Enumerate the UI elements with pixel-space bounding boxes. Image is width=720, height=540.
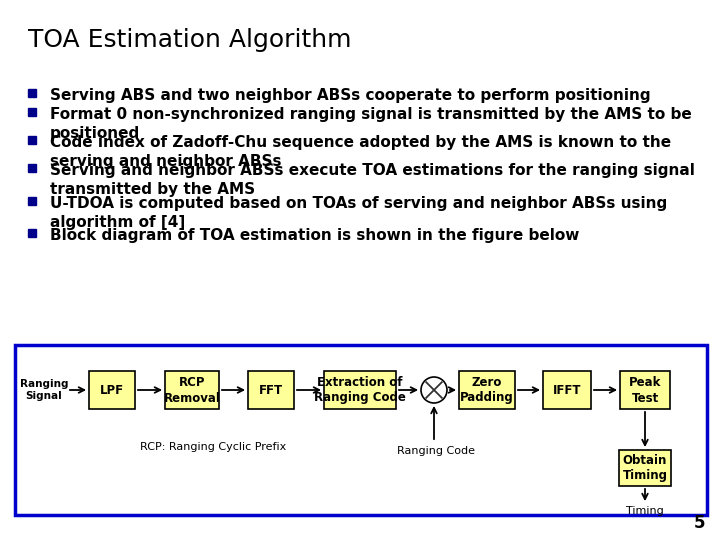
Bar: [620, 371, 670, 409]
Text: Ranging Code: Ranging Code: [397, 446, 475, 456]
Bar: [28, 136, 36, 144]
Bar: [28, 229, 36, 237]
Text: 5: 5: [693, 514, 705, 532]
Text: Format 0 non-synchronized ranging signal is transmitted by the AMS to be
positio: Format 0 non-synchronized ranging signal…: [50, 107, 692, 141]
Bar: [324, 371, 396, 409]
Text: Serving and neighbor ABSs execute TOA estimations for the ranging signal
transmi: Serving and neighbor ABSs execute TOA es…: [50, 163, 695, 197]
Text: TOA Estimation Algorithm: TOA Estimation Algorithm: [28, 28, 351, 52]
Text: Extraction of
Ranging Code: Extraction of Ranging Code: [314, 375, 406, 404]
Bar: [248, 371, 294, 409]
Bar: [28, 89, 36, 97]
Text: RCP
Removal: RCP Removal: [163, 375, 220, 404]
Bar: [15, 345, 707, 515]
Text: Timing: Timing: [626, 506, 664, 516]
Bar: [165, 371, 219, 409]
Bar: [28, 108, 36, 116]
Bar: [28, 197, 36, 205]
Text: LPF: LPF: [100, 383, 124, 396]
Text: FFT: FFT: [259, 383, 283, 396]
Bar: [28, 164, 36, 172]
Text: Obtain
Timing: Obtain Timing: [623, 454, 667, 483]
Bar: [459, 371, 515, 409]
Text: RCP: Ranging Cyclic Prefix: RCP: Ranging Cyclic Prefix: [140, 442, 286, 452]
Circle shape: [421, 377, 447, 403]
Bar: [619, 450, 671, 486]
Bar: [543, 371, 591, 409]
Text: Block diagram of TOA estimation is shown in the figure below: Block diagram of TOA estimation is shown…: [50, 228, 580, 243]
Text: IFFT: IFFT: [553, 383, 581, 396]
Bar: [89, 371, 135, 409]
Text: Zero
Padding: Zero Padding: [460, 375, 514, 404]
Text: Code index of Zadoff-Chu sequence adopted by the AMS is known to the
serving and: Code index of Zadoff-Chu sequence adopte…: [50, 135, 671, 169]
Text: Ranging
Signal: Ranging Signal: [19, 379, 68, 401]
Text: Serving ABS and two neighbor ABSs cooperate to perform positioning: Serving ABS and two neighbor ABSs cooper…: [50, 88, 651, 103]
Text: Peak
Test: Peak Test: [629, 375, 661, 404]
Text: U-TDOA is computed based on TOAs of serving and neighbor ABSs using
algorithm of: U-TDOA is computed based on TOAs of serv…: [50, 196, 667, 230]
